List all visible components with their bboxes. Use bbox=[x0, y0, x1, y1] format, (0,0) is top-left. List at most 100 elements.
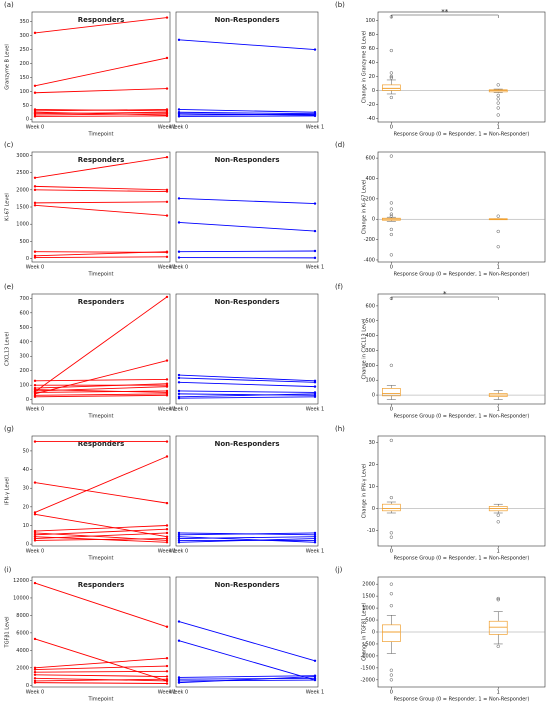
y-tick-label: -2000 bbox=[360, 677, 375, 683]
line bbox=[178, 377, 316, 383]
point bbox=[165, 56, 169, 60]
point bbox=[313, 202, 317, 205]
point bbox=[33, 670, 37, 674]
outlier bbox=[389, 71, 394, 75]
point bbox=[33, 188, 37, 192]
point bbox=[177, 537, 181, 540]
line bbox=[178, 393, 316, 396]
line bbox=[34, 201, 168, 204]
line bbox=[34, 665, 168, 670]
subplot-title: Responders bbox=[78, 16, 124, 24]
point bbox=[33, 679, 37, 683]
outlier bbox=[389, 531, 394, 535]
x-tick-label: Week 1 bbox=[306, 125, 324, 131]
point bbox=[33, 204, 37, 207]
y-tick-label: 20 bbox=[369, 74, 375, 80]
line bbox=[178, 197, 316, 205]
point bbox=[177, 535, 181, 538]
y-axis-label: Change in Granzyme B Level bbox=[362, 31, 368, 103]
plot-frame bbox=[31, 293, 171, 405]
line bbox=[178, 109, 316, 113]
y-tick-label: 50 bbox=[23, 448, 29, 454]
y-tick-label: 500 bbox=[365, 318, 375, 324]
y-tick-label: 0 bbox=[26, 397, 29, 403]
outlier bbox=[496, 644, 500, 648]
y-tick-label: 20 bbox=[369, 462, 375, 468]
point bbox=[165, 501, 169, 505]
x-tick-label: Week 1 bbox=[306, 690, 324, 696]
x-tick-label: Week 0 bbox=[170, 549, 188, 555]
y-tick-label: -400 bbox=[364, 257, 375, 263]
y-axis-label: TGFβ1 Level bbox=[5, 617, 11, 649]
point bbox=[165, 535, 169, 538]
line bbox=[178, 111, 316, 115]
y-tick-label: 200 bbox=[19, 368, 29, 374]
outlier bbox=[389, 207, 394, 211]
point bbox=[313, 249, 317, 253]
x-tick-label: Week 1 bbox=[158, 407, 176, 413]
point bbox=[177, 533, 181, 537]
outlier bbox=[389, 495, 394, 500]
point bbox=[313, 381, 317, 384]
point bbox=[165, 677, 169, 681]
outlier bbox=[496, 229, 500, 234]
y-tick-label: -500 bbox=[364, 641, 375, 647]
significance-bracket bbox=[391, 14, 499, 18]
y-tick-label: 200 bbox=[365, 363, 375, 369]
outlier bbox=[496, 520, 500, 524]
point bbox=[33, 529, 37, 533]
outlier bbox=[389, 201, 394, 205]
line bbox=[178, 536, 316, 539]
outlier bbox=[389, 95, 394, 100]
point bbox=[177, 541, 181, 544]
subplot-title: Responders bbox=[78, 156, 124, 164]
line bbox=[34, 88, 168, 94]
outlier bbox=[496, 97, 500, 101]
y-tick-label: 100 bbox=[365, 378, 375, 384]
line bbox=[178, 115, 316, 117]
point bbox=[33, 254, 37, 258]
point bbox=[177, 539, 181, 542]
panel-label: (j) bbox=[335, 566, 343, 574]
x-tick-label: Week 0 bbox=[26, 265, 44, 271]
point bbox=[313, 535, 317, 538]
point bbox=[313, 385, 317, 388]
y-tick-label: 500 bbox=[365, 618, 375, 624]
line bbox=[34, 678, 168, 682]
subplot-title: Responders bbox=[78, 298, 124, 306]
point bbox=[177, 679, 181, 683]
y-tick-label: 300 bbox=[365, 348, 375, 354]
y-tick-label: 2500 bbox=[16, 170, 29, 176]
outlier bbox=[389, 668, 394, 672]
y-tick-label: 40 bbox=[23, 467, 29, 473]
point bbox=[313, 256, 317, 260]
subplot-title: Non-Responders bbox=[214, 298, 279, 306]
line bbox=[178, 113, 316, 116]
y-axis-label: Change in Ki-67 Level bbox=[362, 180, 368, 235]
outlier bbox=[496, 245, 500, 249]
point bbox=[33, 539, 37, 542]
outlier bbox=[496, 93, 500, 98]
panel-label: (h) bbox=[335, 425, 345, 433]
point bbox=[177, 639, 181, 642]
point bbox=[313, 541, 317, 544]
y-tick-label: 4000 bbox=[16, 648, 29, 654]
y-tick-label: 100 bbox=[19, 383, 29, 389]
point bbox=[313, 229, 317, 233]
y-tick-label: 100 bbox=[365, 18, 375, 24]
outlier bbox=[389, 604, 394, 608]
box bbox=[488, 620, 508, 635]
point bbox=[165, 670, 169, 673]
outlier bbox=[496, 513, 500, 517]
y-axis-label: IFN-γ Level bbox=[5, 477, 11, 505]
y-tick-label: 600 bbox=[365, 156, 375, 162]
point bbox=[165, 385, 169, 388]
x-axis-label: Timepoint bbox=[88, 697, 114, 703]
point bbox=[33, 115, 37, 118]
box bbox=[382, 84, 401, 91]
line bbox=[34, 536, 168, 543]
y-tick-label: 400 bbox=[19, 339, 29, 345]
point bbox=[33, 581, 37, 585]
x-tick-label: Week 0 bbox=[170, 265, 188, 271]
x-tick-label: 1 bbox=[497, 549, 500, 555]
